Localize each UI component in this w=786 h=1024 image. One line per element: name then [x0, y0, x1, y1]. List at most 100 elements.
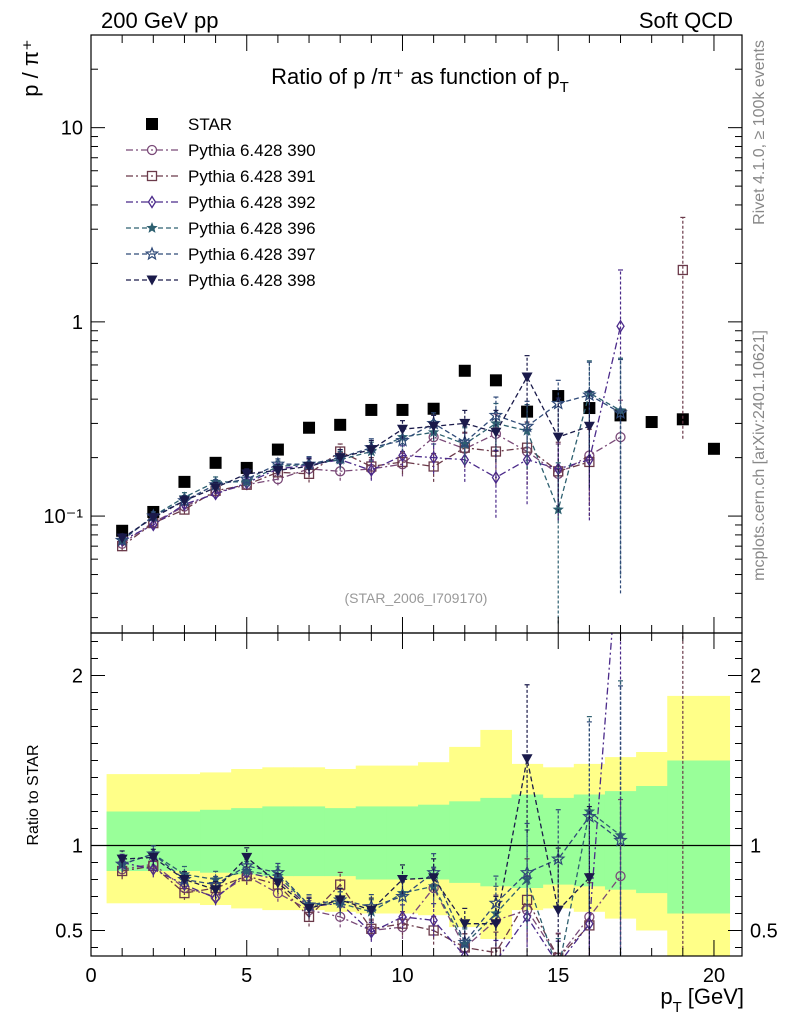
uncertainty-band-inner — [698, 760, 731, 914]
data-point-pythia-6-428-396 — [209, 475, 222, 487]
ratio-point-pythia-6-428-392 — [211, 891, 220, 905]
legend-label: Pythia 6.428 391 — [188, 167, 316, 186]
legend-item-pythia-6-428-391: Pythia 6.428 391 — [126, 167, 316, 186]
ratio-point-pythia-6-428-392 — [460, 949, 470, 956]
data-point-pythia-6-428-398 — [490, 427, 502, 438]
data-point-star — [458, 364, 471, 377]
data-point-pythia-6-428-392 — [460, 453, 470, 467]
ratio-point-pythia-6-428-397 — [239, 858, 254, 873]
data-point-star — [365, 403, 378, 416]
series-line-pythia-6-428-397 — [121, 394, 621, 541]
data-point-star — [303, 421, 316, 434]
data-point-star — [645, 416, 658, 429]
ratio-point-pythia-6-428-398 — [334, 895, 346, 906]
legend-marker — [144, 246, 160, 261]
data-point-star — [489, 374, 502, 387]
data-point-pythia-6-428-397 — [613, 405, 628, 420]
uncertainty-band-inner — [449, 801, 481, 883]
x-axis-label: pT [GeV] — [660, 984, 744, 1016]
data-point-pythia-6-428-397 — [457, 434, 473, 449]
data-point-pythia-6-428-398 — [272, 465, 284, 476]
data-point-pythia-6-428-398 — [116, 533, 128, 544]
x-axis-label-subscript: T — [673, 999, 682, 1016]
data-point-star — [116, 524, 129, 537]
ratio-line-pythia-6-428-390 — [121, 863, 622, 956]
legend-marker — [146, 118, 158, 130]
ratio-point-pythia-6-428-398 — [178, 875, 190, 885]
data-point-pythia-6-428-397 — [488, 407, 504, 422]
uncertainty-band-inner — [293, 806, 326, 877]
legend-item-pythia-6-428-398: Pythia 6.428 398 — [126, 271, 316, 290]
data-point-pythia-6-428-398 — [428, 421, 440, 432]
ratio-point-pythia-6-428-398 — [147, 852, 159, 863]
x-tick-label: 5 — [241, 965, 252, 987]
data-point-pythia-6-428-398 — [459, 418, 471, 429]
data-point-star — [178, 475, 191, 488]
ratio-y-tick-label-right: 0.5 — [750, 921, 778, 943]
header-energy-label: 200 GeV pp — [101, 8, 218, 33]
data-point-pythia-6-428-398 — [521, 372, 533, 383]
uncertainty-band-inner — [168, 811, 201, 871]
uncertainty-band-inner — [480, 797, 513, 887]
ratio-point-pythia-6-428-398 — [552, 905, 564, 916]
ratio-point-pythia-6-428-392 — [585, 916, 594, 931]
ratio-point-pythia-6-428-398 — [490, 919, 502, 930]
data-point-pythia-6-428-392 — [491, 470, 501, 485]
ratio-point-pythia-6-428-398 — [210, 885, 222, 896]
uncertainty-band-inner — [200, 809, 232, 873]
series-line-pythia-6-428-396 — [121, 392, 621, 541]
ratio-line-pythia-6-428-398 — [122, 758, 590, 925]
ratio-point-pythia-6-428-398 — [521, 754, 533, 765]
ratio-point-pythia-6-428-392 — [494, 954, 497, 956]
uncertainty-band-inner — [636, 786, 668, 894]
legend-item-pythia-6-428-397: Pythia 6.428 397 — [126, 245, 316, 264]
ratio-y-tick-label: 1 — [72, 836, 83, 858]
ratio-panel: 0.5 0.51 12 20 5 10 15 20 — [55, 632, 778, 987]
legend-item-pythia-6-428-392: Pythia 6.428 392 — [126, 193, 316, 212]
x-tick-label: 20 — [703, 965, 725, 987]
ratio-point-pythia-6-428-392 — [117, 855, 127, 870]
uncertainty-band-inner — [355, 806, 388, 880]
header-process-label: Soft QCD — [639, 8, 733, 33]
legend-label: Pythia 6.428 390 — [188, 141, 316, 160]
main-panel: 10⁻¹ 1 10 — [44, 34, 743, 634]
ratio-line-pythia-6-428-396 — [121, 810, 621, 956]
data-point-pythia-6-428-391 — [366, 461, 377, 472]
legend-label: STAR — [188, 115, 232, 134]
mcplots-label: mcplots.cern.ch [arXiv:2401.10621] — [751, 330, 768, 581]
data-point-star — [209, 456, 222, 469]
data-point-pythia-6-428-398 — [365, 445, 377, 456]
chart-title-subscript: T — [560, 79, 569, 96]
ratio-y-tick-label-right: 2 — [750, 666, 761, 688]
y-tick-label: 10 — [61, 118, 83, 140]
ratio-point-pythia-6-428-392 — [367, 925, 376, 939]
series-line-pythia-6-428-391 — [121, 447, 590, 547]
series-line-pythia-6-428-392 — [121, 326, 622, 541]
legend-item-pythia-6-428-390: Pythia 6.428 390 — [126, 141, 316, 160]
data-point-pythia-6-428-392 — [616, 319, 625, 333]
x-tick-label: 0 — [85, 965, 96, 987]
series-line-pythia-6-428-398 — [121, 375, 590, 539]
ratio-point-pythia-6-428-397 — [613, 832, 628, 847]
ratio-point-pythia-6-428-398 — [428, 873, 440, 884]
ratio-point-pythia-6-428-398 — [272, 878, 284, 889]
ratio-point-pythia-6-428-392 — [180, 877, 189, 892]
legend-marker — [146, 222, 158, 233]
ratio-y-axis-label: Ratio to STAR — [25, 744, 42, 845]
legend-marker — [147, 195, 157, 209]
ratio-line-pythia-6-428-392 — [121, 633, 613, 956]
data-point-pythia-6-428-398 — [303, 461, 315, 472]
ratio-point-pythia-6-428-397 — [457, 934, 473, 949]
data-point-pythia-6-428-397 — [519, 418, 535, 433]
data-point-pythia-6-428-397 — [239, 471, 254, 486]
data-point-pythia-6-428-392 — [211, 487, 220, 501]
ratio-point-pythia-6-428-396 — [459, 938, 471, 949]
ratio-point-pythia-6-428-398 — [241, 852, 253, 863]
legend-marker — [146, 144, 158, 156]
ratio-point-pythia-6-428-398 — [396, 875, 408, 885]
y-tick-label: 10⁻¹ — [44, 506, 84, 528]
ratio-y-tick-label-right: 1 — [750, 836, 761, 858]
data-point-pythia-6-428-392 — [522, 453, 532, 467]
data-point-pythia-6-428-398 — [147, 513, 159, 524]
legend-marker — [146, 275, 158, 286]
